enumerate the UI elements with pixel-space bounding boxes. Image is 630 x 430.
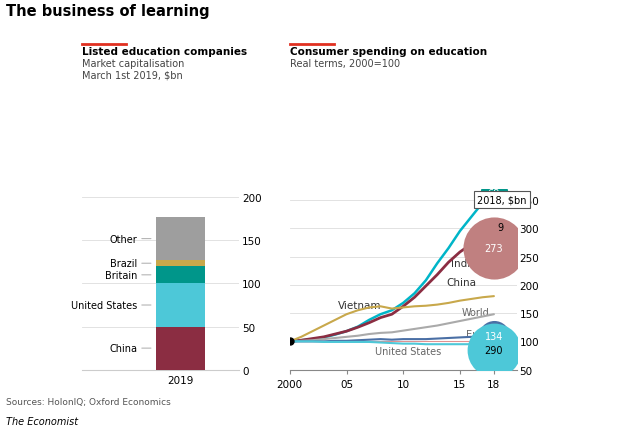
Text: Britain: Britain: [105, 270, 137, 280]
Bar: [156, 284, 205, 327]
Text: Listed education companies: Listed education companies: [82, 47, 247, 57]
Text: The Economist: The Economist: [6, 416, 78, 426]
Text: Europe: Europe: [466, 329, 500, 339]
Point: [489, 332, 499, 339]
Text: 290: 290: [484, 345, 503, 355]
Text: Sources: HolonIQ; Oxford Economics: Sources: HolonIQ; Oxford Economics: [6, 397, 171, 406]
Bar: [156, 327, 205, 370]
Text: Other: Other: [109, 234, 137, 244]
Text: China: China: [446, 277, 476, 287]
Bar: [156, 261, 205, 267]
Text: 134: 134: [484, 331, 503, 341]
Text: World: World: [462, 307, 490, 317]
Point: [489, 347, 499, 353]
Text: India: India: [451, 259, 476, 269]
Text: United States: United States: [375, 346, 441, 356]
Text: Real terms, 2000=100: Real terms, 2000=100: [290, 59, 400, 69]
Text: Consumer spending on education: Consumer spending on education: [290, 47, 487, 57]
Text: Vietnam: Vietnam: [338, 300, 381, 310]
Text: The business of learning: The business of learning: [6, 4, 210, 19]
Bar: [156, 218, 205, 261]
Text: China: China: [109, 343, 137, 353]
Text: 68: 68: [488, 189, 500, 199]
Text: 273: 273: [484, 243, 503, 253]
Point: [489, 190, 499, 197]
Text: United States: United States: [71, 300, 137, 310]
Point: [489, 245, 499, 252]
Text: Market capitalisation: Market capitalisation: [82, 59, 184, 69]
Bar: [156, 267, 205, 284]
Text: Brazil: Brazil: [110, 258, 137, 269]
Text: 2018, $bn: 2018, $bn: [477, 195, 527, 205]
Text: March 1st 2019, $bn: March 1st 2019, $bn: [82, 71, 183, 80]
Text: 9: 9: [497, 223, 503, 233]
